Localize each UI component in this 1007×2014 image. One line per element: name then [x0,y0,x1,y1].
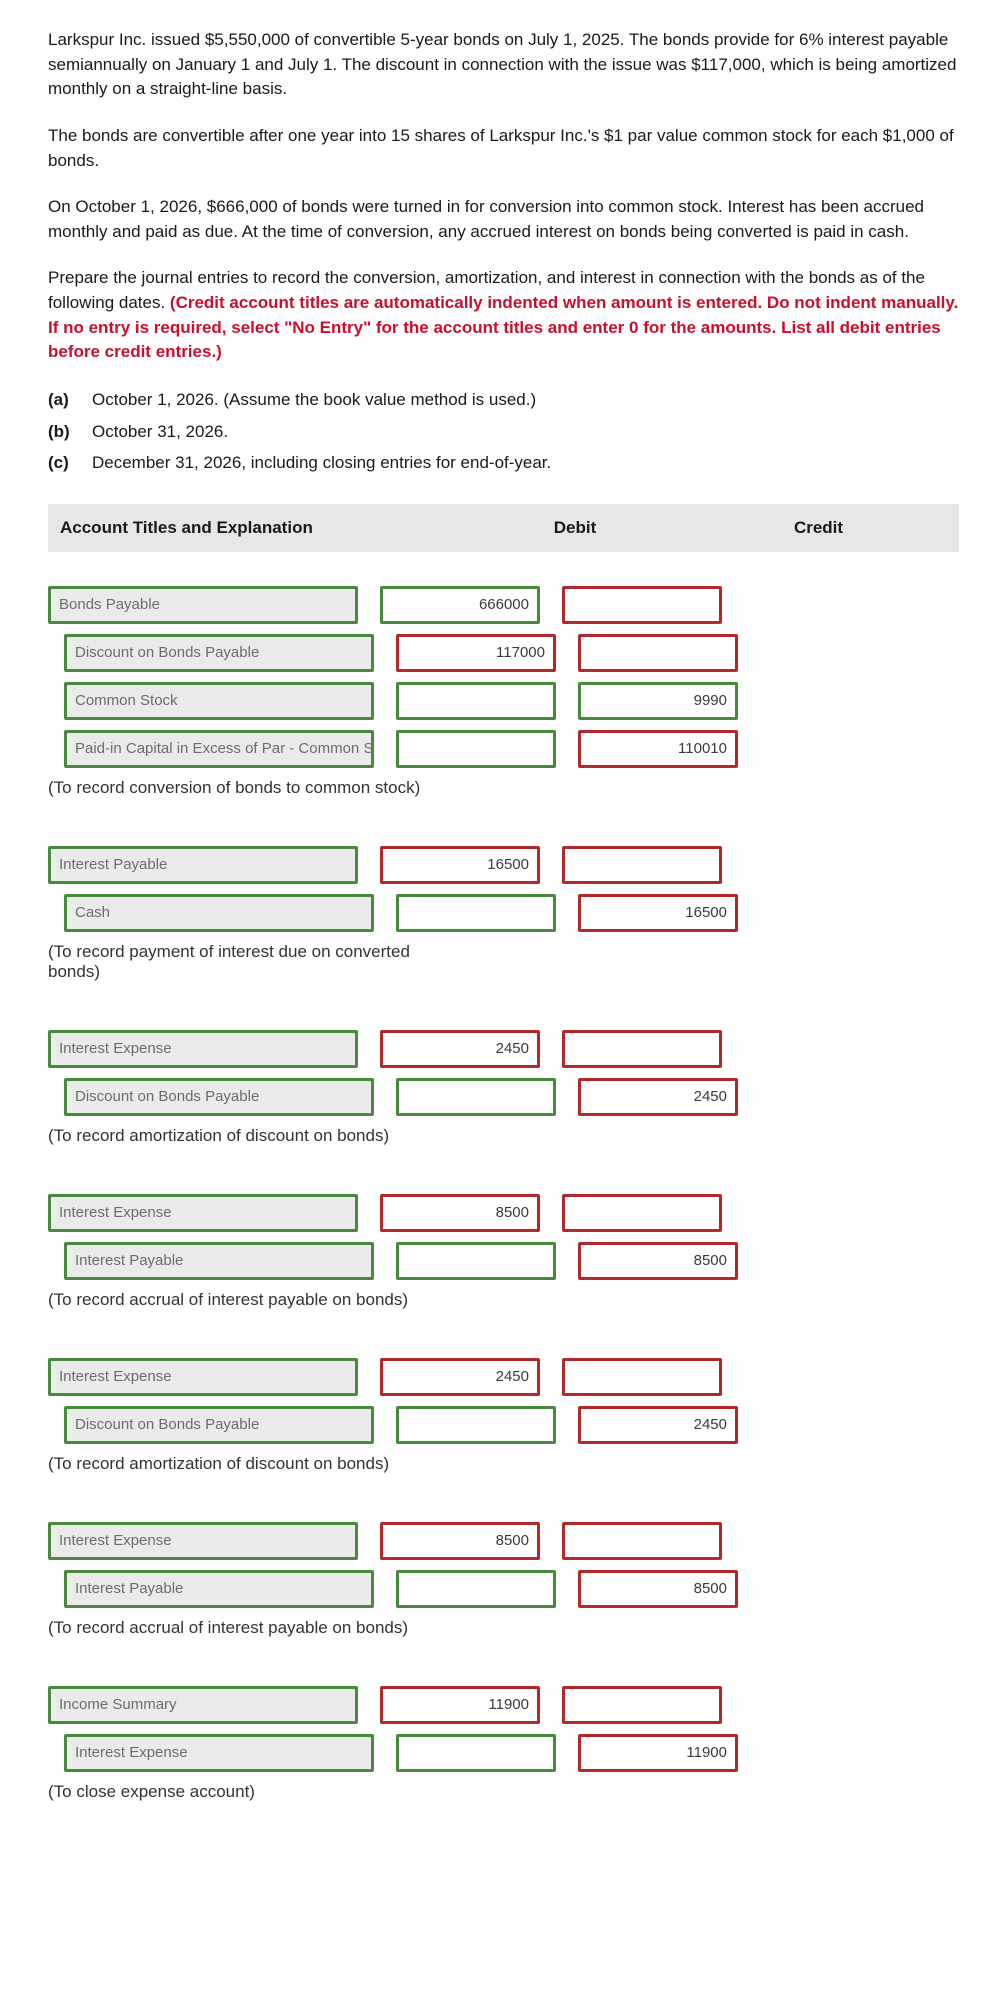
part-b-row: (b) October 31, 2026. [48,419,959,445]
account-title-input[interactable]: Interest Payable [48,846,358,884]
account-title-input[interactable]: Discount on Bonds Payable [64,634,374,672]
problem-paragraph-3: On October 1, 2026, $666,000 of bonds we… [48,195,959,244]
journal-row: Discount on Bonds Payable 117000 [48,634,959,672]
part-a-row: (a) October 1, 2026. (Assume the book va… [48,387,959,413]
account-title-input[interactable]: Bonds Payable [48,586,358,624]
debit-input[interactable]: 16500 [380,846,540,884]
entry-caption: (To record amortization of discount on b… [48,1126,448,1146]
part-a-label: (a) [48,387,92,413]
debit-input[interactable]: 8500 [380,1522,540,1560]
debit-input[interactable]: 2450 [380,1358,540,1396]
account-title-input[interactable]: Interest Expense [48,1358,358,1396]
header-credit: Credit [690,518,947,538]
account-title-input[interactable]: Interest Expense [48,1522,358,1560]
debit-input[interactable] [396,730,556,768]
debit-input[interactable] [396,1406,556,1444]
credit-input[interactable] [562,1686,722,1724]
account-title-input[interactable]: Common Stock [64,682,374,720]
entry-caption: (To record accrual of interest payable o… [48,1618,448,1638]
part-a-text: October 1, 2026. (Assume the book value … [92,387,959,413]
entry-group: Interest Expense8500Interest Payable8500… [48,1160,959,1310]
journal-row: Income Summary 11900 [48,1686,959,1724]
debit-input[interactable] [396,1078,556,1116]
journal-row: Interest Payable 8500 [48,1570,959,1608]
journal-row: Interest Expense 8500 [48,1522,959,1560]
credit-input[interactable]: 11900 [578,1734,738,1772]
debit-input[interactable]: 2450 [380,1030,540,1068]
journal-row: Discount on Bonds Payable 2450 [48,1078,959,1116]
journal-table-header: Account Titles and Explanation Debit Cre… [48,504,959,552]
debit-input[interactable] [396,682,556,720]
problem-container: Larkspur Inc. issued $5,550,000 of conve… [0,0,1007,1856]
journal-body: Bonds Payable666000Discount on Bonds Pay… [48,552,959,1802]
debit-input[interactable] [396,1734,556,1772]
problem-paragraph-4: Prepare the journal entries to record th… [48,266,959,365]
entry-caption: (To record payment of interest due on co… [48,942,448,982]
journal-row: Interest Expense 8500 [48,1194,959,1232]
journal-row: Interest Expense 11900 [48,1734,959,1772]
credit-input[interactable] [562,1358,722,1396]
problem-paragraph-2: The bonds are convertible after one year… [48,124,959,173]
credit-input[interactable] [562,846,722,884]
debit-input[interactable]: 11900 [380,1686,540,1724]
journal-row: Discount on Bonds Payable 2450 [48,1406,959,1444]
account-title-input[interactable]: Interest Expense [48,1194,358,1232]
part-c-row: (c) December 31, 2026, including closing… [48,450,959,476]
journal-row: Interest Expense 2450 [48,1030,959,1068]
credit-input[interactable] [562,1194,722,1232]
debit-input[interactable] [396,1570,556,1608]
entry-group: Interest Expense2450Discount on Bonds Pa… [48,996,959,1146]
account-title-input[interactable]: Paid-in Capital in Excess of Par - Commo… [64,730,374,768]
account-title-input[interactable]: Discount on Bonds Payable [64,1078,374,1116]
debit-input[interactable]: 117000 [396,634,556,672]
journal-row: Paid-in Capital in Excess of Par - Commo… [48,730,959,768]
credit-input[interactable]: 2450 [578,1078,738,1116]
account-title-input[interactable]: Income Summary [48,1686,358,1724]
journal-row: Interest Expense 2450 [48,1358,959,1396]
entry-caption: (To close expense account) [48,1782,448,1802]
entry-group: Bonds Payable666000Discount on Bonds Pay… [48,552,959,798]
credit-input[interactable]: 110010 [578,730,738,768]
account-title-input[interactable]: Interest Payable [64,1242,374,1280]
credit-input[interactable] [562,1522,722,1560]
entry-caption: (To record amortization of discount on b… [48,1454,448,1474]
parts-list: (a) October 1, 2026. (Assume the book va… [48,387,959,476]
credit-input[interactable]: 8500 [578,1570,738,1608]
entry-group: Interest Expense8500Interest Payable8500… [48,1488,959,1638]
credit-input[interactable] [578,634,738,672]
account-title-input[interactable]: Cash [64,894,374,932]
header-debit: Debit [460,518,690,538]
entry-caption: (To record conversion of bonds to common… [48,778,448,798]
credit-input[interactable]: 9990 [578,682,738,720]
credit-input[interactable] [562,1030,722,1068]
problem-paragraph-1: Larkspur Inc. issued $5,550,000 of conve… [48,28,959,102]
debit-input[interactable] [396,1242,556,1280]
account-title-input[interactable]: Interest Expense [48,1030,358,1068]
debit-input[interactable]: 8500 [380,1194,540,1232]
part-b-label: (b) [48,419,92,445]
credit-input[interactable]: 16500 [578,894,738,932]
debit-input[interactable] [396,894,556,932]
debit-input[interactable]: 666000 [380,586,540,624]
account-title-input[interactable]: Interest Payable [64,1570,374,1608]
credit-input[interactable]: 8500 [578,1242,738,1280]
entry-group: Income Summary11900Interest Expense11900… [48,1652,959,1802]
journal-row: Bonds Payable 666000 [48,586,959,624]
part-b-text: October 31, 2026. [92,419,959,445]
header-account-titles: Account Titles and Explanation [60,518,460,538]
journal-row: Common Stock 9990 [48,682,959,720]
credit-input[interactable]: 2450 [578,1406,738,1444]
credit-input[interactable] [562,586,722,624]
journal-row: Interest Payable 16500 [48,846,959,884]
instruction-red: (Credit account titles are automatically… [48,293,958,361]
journal-row: Cash 16500 [48,894,959,932]
entry-group: Interest Payable16500Cash16500(To record… [48,812,959,982]
part-c-label: (c) [48,450,92,476]
account-title-input[interactable]: Interest Expense [64,1734,374,1772]
account-title-input[interactable]: Discount on Bonds Payable [64,1406,374,1444]
journal-row: Interest Payable 8500 [48,1242,959,1280]
entry-caption: (To record accrual of interest payable o… [48,1290,448,1310]
part-c-text: December 31, 2026, including closing ent… [92,450,959,476]
entry-group: Interest Expense2450Discount on Bonds Pa… [48,1324,959,1474]
